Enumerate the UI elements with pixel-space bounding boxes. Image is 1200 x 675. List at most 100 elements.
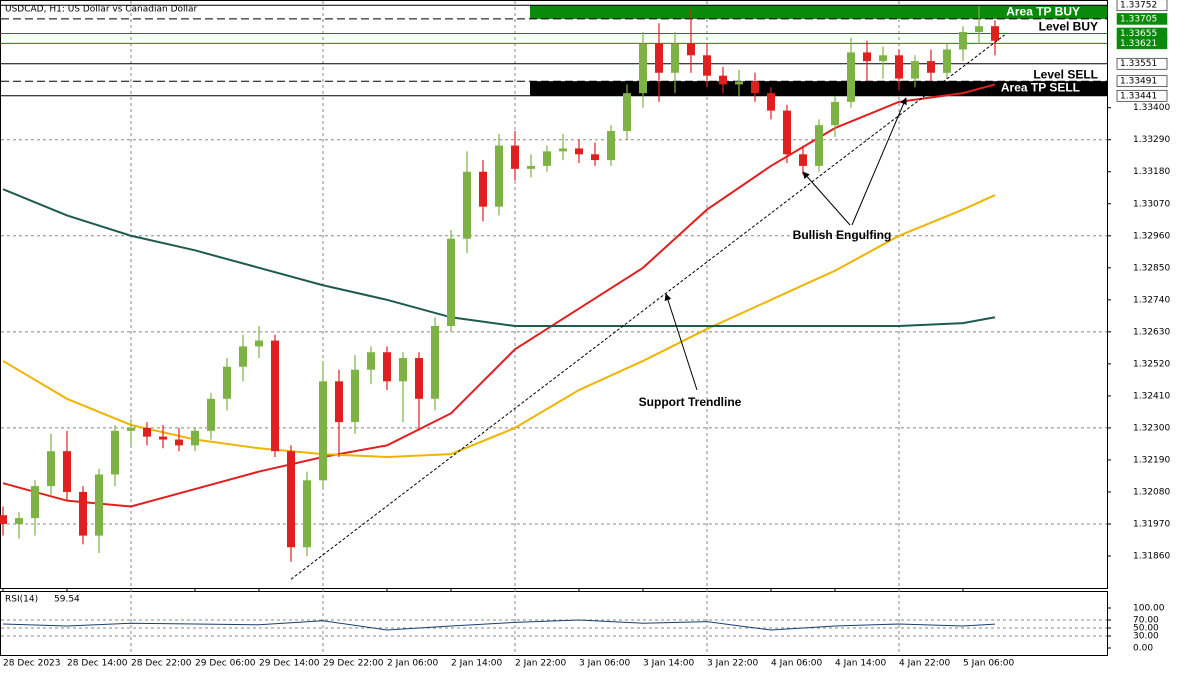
y-tick-label: 1.32630 xyxy=(1133,327,1170,337)
candle-body xyxy=(447,238,455,327)
price-tag xyxy=(1116,57,1168,70)
x-tick-label: 28 Dec 14:00 xyxy=(67,659,128,669)
candle-body xyxy=(639,43,647,94)
zone-label: Area TP SELL xyxy=(1001,81,1080,95)
candle-body xyxy=(847,52,855,102)
candle-body xyxy=(239,346,247,367)
candle-body xyxy=(543,151,551,166)
candle-body xyxy=(159,436,167,440)
y-tick-label: 1.32080 xyxy=(1133,487,1170,497)
candle-body xyxy=(223,366,231,399)
candle-body xyxy=(767,93,775,111)
price-tag-label: 1.33491 xyxy=(1120,77,1157,87)
candle-body xyxy=(191,430,199,446)
x-tick-label: 3 Jan 06:00 xyxy=(579,659,631,669)
y-tick-label: 1.32300 xyxy=(1133,423,1170,433)
y-tick-label: 1.32410 xyxy=(1133,391,1170,401)
chart-title: USDCAD, H1: US Dollar vs Canadian Dollar xyxy=(5,5,198,15)
candle-body xyxy=(111,430,119,475)
candle-body xyxy=(655,43,663,73)
x-tick-label: 3 Jan 22:00 xyxy=(707,659,759,669)
candle-body xyxy=(815,125,823,166)
annotation: Support Trendline xyxy=(639,395,742,409)
zone-label: Area TP BUY xyxy=(1006,4,1080,18)
x-tick-label: 29 Dec 22:00 xyxy=(323,659,384,669)
price-tag-label: 1.33441 xyxy=(1120,91,1157,101)
price-tag xyxy=(1116,37,1168,50)
trendline xyxy=(290,34,1005,580)
y-tick-label: 1.33180 xyxy=(1133,167,1170,177)
candle-body xyxy=(575,148,583,155)
price-tag-label: 1.33752 xyxy=(1120,1,1157,11)
y-tick-label: 1.32850 xyxy=(1133,263,1170,273)
y-tick-label: 1.32740 xyxy=(1133,295,1170,305)
price-tag xyxy=(1116,89,1168,102)
candle-body xyxy=(0,515,7,524)
candle-body xyxy=(79,491,87,536)
candle-body xyxy=(975,26,983,33)
candle-body xyxy=(927,61,935,73)
x-tick-label: 28 Dec 22:00 xyxy=(131,659,192,669)
x-tick-label: 4 Jan 06:00 xyxy=(771,659,823,669)
moving-average xyxy=(2,188,996,328)
zone xyxy=(530,5,1107,19)
candle-body xyxy=(911,61,919,79)
y-tick-label: 1.33070 xyxy=(1133,199,1170,209)
price-tag-label: 1.33551 xyxy=(1120,59,1157,69)
annotation: Bullish Engulfing xyxy=(793,228,892,242)
candle-body xyxy=(863,52,871,62)
candle-body xyxy=(559,148,567,152)
candle-body xyxy=(783,110,791,155)
candle-body xyxy=(495,145,503,207)
rsi-last: 59.54 xyxy=(54,595,80,605)
candle-body xyxy=(703,55,711,76)
arrow xyxy=(802,171,851,226)
x-tick-label: 5 Jan 06:00 xyxy=(963,659,1015,669)
candle-body xyxy=(527,165,535,169)
y-tick-label: 70.00 xyxy=(1133,616,1159,626)
x-tick-label: 29 Dec 06:00 xyxy=(195,659,256,669)
level-label: Level SELL xyxy=(1033,67,1098,81)
candle-body xyxy=(367,352,375,370)
candle-body xyxy=(415,358,423,399)
y-tick-label: 1.32960 xyxy=(1133,231,1170,241)
x-tick-label: 29 Dec 14:00 xyxy=(259,659,320,669)
x-tick-label: 28 Dec 2023 xyxy=(3,659,61,669)
candle-body xyxy=(63,451,71,492)
y-tick-label: 1.32190 xyxy=(1133,455,1170,465)
y-tick-label: 1.33400 xyxy=(1133,103,1170,113)
price-tag xyxy=(1116,13,1168,25)
candle-body xyxy=(687,43,695,56)
candle-body xyxy=(47,451,55,487)
candle-body xyxy=(255,340,263,347)
y-tick-label: 100.00 xyxy=(1133,604,1165,614)
x-tick-label: 3 Jan 14:00 xyxy=(643,659,695,669)
candle-body xyxy=(463,171,471,239)
candle-body xyxy=(271,340,279,452)
candle-body xyxy=(479,171,487,207)
y-tick-label: 50.00 xyxy=(1133,624,1159,634)
candle-body xyxy=(895,55,903,79)
candle-body xyxy=(95,474,103,536)
x-tick-label: 4 Jan 22:00 xyxy=(899,659,951,669)
x-tick-label: 4 Jan 14:00 xyxy=(835,659,887,669)
y-tick-label: 1.31970 xyxy=(1133,519,1170,529)
candle-body xyxy=(207,398,215,431)
candle-body xyxy=(15,518,23,524)
rsi-line xyxy=(2,619,996,631)
candle-body xyxy=(719,75,727,85)
price-tag-label: 1.33621 xyxy=(1120,39,1157,49)
zone xyxy=(530,81,1107,96)
candle-body xyxy=(671,43,679,73)
candle-body xyxy=(431,326,439,399)
candle-body xyxy=(351,369,359,423)
y-tick-label: 1.33290 xyxy=(1133,135,1170,145)
candle-body xyxy=(879,55,887,62)
price-tag xyxy=(1116,75,1168,88)
candle-body xyxy=(287,451,295,548)
candle-body xyxy=(127,427,135,431)
candle-body xyxy=(623,93,631,131)
candle-body xyxy=(751,81,759,94)
y-tick-label: 1.32520 xyxy=(1133,359,1170,369)
y-tick-label: 30.00 xyxy=(1133,632,1159,642)
